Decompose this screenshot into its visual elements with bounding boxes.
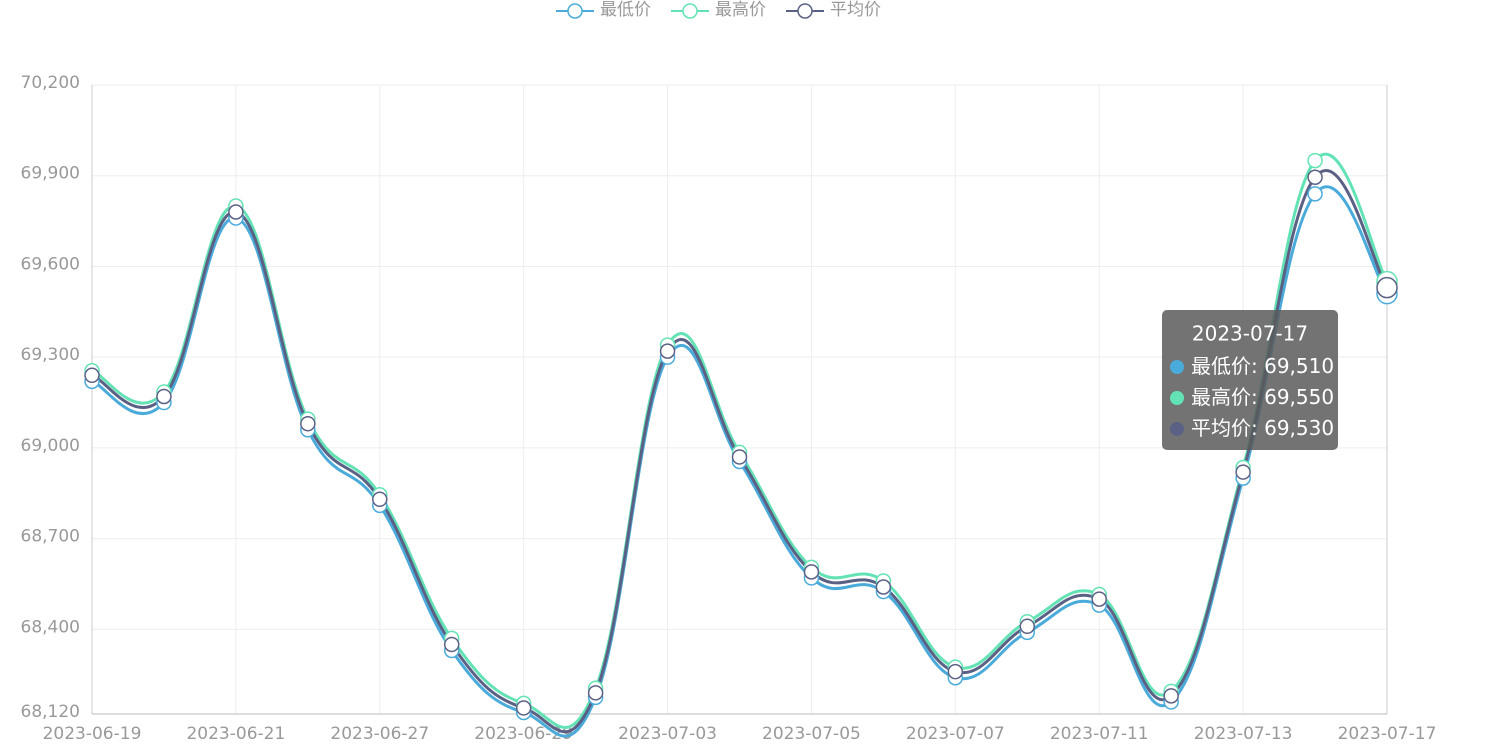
tooltip-dot: [1170, 360, 1184, 374]
tooltip-row: 平均价: 69,530: [1191, 416, 1334, 440]
tooltip-value: 69,510: [1264, 354, 1334, 378]
data-point: [84, 367, 100, 384]
tooltip-title: 2023-07-17: [1192, 322, 1308, 346]
y-tick-label: 69,000: [21, 436, 80, 456]
y-tick-label: 70,200: [21, 73, 80, 93]
tooltip: 2023-07-17 最低价: 69,510 最高价: 69,550 平均价: 69,…: [1162, 310, 1338, 450]
data-point: [659, 343, 676, 359]
x-tick-label: 2023-07-05: [762, 724, 861, 744]
y-tick-label: 69,900: [21, 164, 80, 184]
legend-item[interactable]: 最低价: [556, 0, 651, 20]
y-tick-label: 69,600: [21, 254, 80, 274]
data-point: [587, 685, 604, 701]
y-tick-label: 68,700: [21, 527, 80, 547]
tooltip-dot: [1170, 391, 1184, 405]
data-point: [156, 388, 172, 405]
legend-marker: [682, 3, 698, 19]
data-point: [1163, 688, 1179, 704]
data-point: [1307, 152, 1323, 169]
tooltip-sep: :: [1251, 385, 1264, 409]
tooltip-sep: :: [1251, 354, 1264, 378]
legend-marker: [797, 3, 813, 19]
x-tick-label: 2023-07-07: [906, 724, 1005, 744]
data-point: [1235, 464, 1251, 480]
data-point: [228, 204, 244, 220]
y-tick-label: 68,400: [21, 617, 80, 637]
legend-label: 最低价: [600, 0, 651, 20]
legend-item[interactable]: 最高价: [671, 0, 766, 20]
y-tick-label: 68,120: [21, 702, 80, 722]
data-point: [1019, 618, 1036, 635]
tooltip-name: 最高价: [1191, 385, 1251, 409]
data-point: [947, 663, 964, 680]
x-tick-label: 2023-06-27: [330, 724, 429, 744]
series-line: [91, 185, 1389, 738]
legend-item[interactable]: 平均价: [786, 0, 881, 20]
tooltip-box: [1162, 310, 1338, 450]
tooltip-name: 平均价: [1191, 416, 1251, 440]
series-line: [91, 169, 1389, 734]
tooltip-row: 最低价: 69,510: [1191, 354, 1334, 378]
tooltip-value: 69,530: [1264, 416, 1334, 440]
tooltip-value: 69,550: [1264, 385, 1334, 409]
data-point: [1307, 186, 1323, 202]
x-tick-label: 2023-07-03: [618, 724, 717, 744]
tooltip-sep: :: [1251, 416, 1264, 440]
legend-label: 最高价: [715, 0, 766, 20]
legend-marker: [567, 3, 583, 19]
data-point: [443, 636, 460, 653]
data-point: [803, 564, 820, 580]
data-point: [1376, 276, 1398, 299]
data-point: [515, 700, 532, 716]
tooltip-row: 最高价: 69,550: [1191, 385, 1334, 409]
data-point: [300, 415, 316, 432]
x-tick-label: 2023-07-17: [1338, 724, 1437, 744]
tooltip-dot: [1170, 422, 1184, 436]
data-point: [875, 579, 892, 595]
tooltip-name: 最低价: [1191, 354, 1251, 378]
x-tick-label: 2023-07-13: [1194, 724, 1293, 744]
data-point: [731, 449, 748, 465]
x-tick-label: 2023-07-11: [1050, 724, 1149, 744]
x-tick-label: 2023-06-19: [43, 724, 142, 744]
data-point: [372, 491, 388, 508]
y-tick-label: 69,300: [21, 345, 80, 365]
x-tick-label: 2023-06-21: [186, 724, 285, 744]
legend-label: 平均价: [830, 0, 881, 20]
data-point: [1091, 591, 1107, 607]
data-point: [1307, 169, 1323, 185]
